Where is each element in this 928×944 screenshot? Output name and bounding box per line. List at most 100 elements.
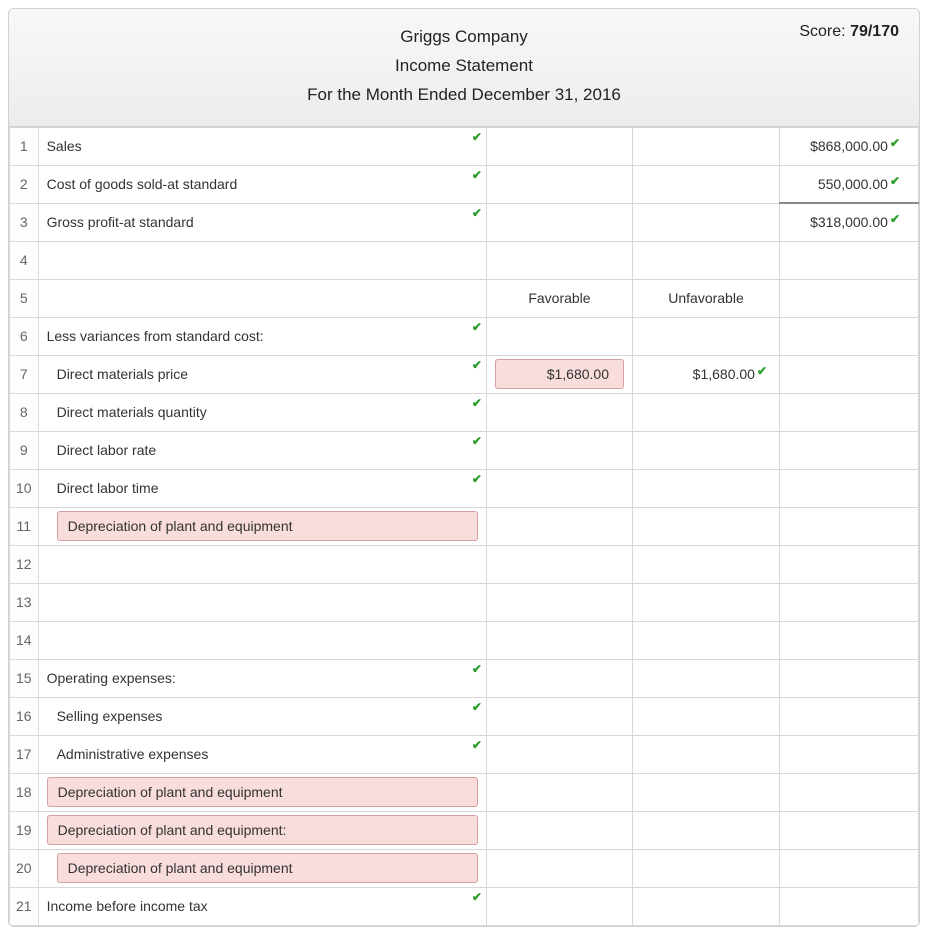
unfavorable-cell[interactable] (633, 849, 780, 887)
favorable-cell[interactable] (486, 887, 632, 925)
check-icon: ✔ (472, 700, 482, 714)
amount-cell[interactable] (780, 621, 919, 659)
favorable-cell[interactable] (486, 203, 632, 241)
row-label-cell[interactable] (38, 241, 486, 279)
amount-cell[interactable] (780, 431, 919, 469)
row-label: Administrative expenses (57, 746, 209, 762)
amount-cell[interactable] (780, 583, 919, 621)
amount-cell[interactable] (780, 279, 919, 317)
favorable-cell[interactable] (486, 773, 632, 811)
favorable-cell[interactable] (486, 241, 632, 279)
amount-cell[interactable] (780, 507, 919, 545)
unfavorable-cell[interactable] (633, 507, 780, 545)
amount-cell[interactable] (780, 659, 919, 697)
row-label-cell[interactable]: Depreciation of plant and equipment (38, 507, 486, 545)
unfavorable-cell[interactable] (633, 887, 780, 925)
favorable-cell[interactable] (486, 469, 632, 507)
favorable-cell[interactable] (486, 317, 632, 355)
row-label-cell[interactable]: Direct labor time✔ (38, 469, 486, 507)
favorable-cell[interactable] (486, 127, 632, 165)
amount-cell[interactable] (780, 697, 919, 735)
unfavorable-cell[interactable] (633, 203, 780, 241)
row-label-cell[interactable]: Direct materials quantity✔ (38, 393, 486, 431)
amount-cell[interactable]: $868,000.00✔ (780, 127, 919, 165)
amount-cell[interactable] (780, 393, 919, 431)
row-label-cell[interactable]: Selling expenses✔ (38, 697, 486, 735)
unfavorable-cell[interactable] (633, 735, 780, 773)
unfavorable-cell[interactable] (633, 545, 780, 583)
row-label: Direct materials price (57, 366, 188, 382)
row-label-cell[interactable]: Less variances from standard cost:✔ (38, 317, 486, 355)
favorable-cell[interactable] (486, 393, 632, 431)
unfavorable-cell[interactable] (633, 773, 780, 811)
unfavorable-cell[interactable] (633, 659, 780, 697)
row-label-cell[interactable] (38, 279, 486, 317)
row-label-cell[interactable]: Depreciation of plant and equipment (38, 849, 486, 887)
amount-cell[interactable] (780, 469, 919, 507)
amount-cell[interactable] (780, 887, 919, 925)
favorable-cell[interactable]: $1,680.00 (486, 355, 632, 393)
row-label-cell[interactable]: Cost of goods sold-at standard✔ (38, 165, 486, 203)
row-label-cell[interactable]: Income before income tax✔ (38, 887, 486, 925)
score-display: Score: 79/170 (799, 23, 899, 41)
amount-cell[interactable] (780, 811, 919, 849)
amount-cell[interactable] (780, 773, 919, 811)
favorable-cell[interactable] (486, 165, 632, 203)
favorable-cell[interactable] (486, 545, 632, 583)
favorable-cell[interactable] (486, 583, 632, 621)
row-label-cell[interactable]: Direct materials price✔ (38, 355, 486, 393)
company-name: Griggs Company (29, 23, 899, 52)
favorable-cell[interactable] (486, 659, 632, 697)
check-icon: ✔ (472, 472, 482, 486)
amount-cell[interactable] (780, 735, 919, 773)
favorable-cell[interactable] (486, 849, 632, 887)
row-label-cell[interactable]: Sales✔ (38, 127, 486, 165)
unfavorable-cell[interactable] (633, 127, 780, 165)
favorable-cell[interactable] (486, 811, 632, 849)
amount-cell[interactable]: $318,000.00✔ (780, 203, 919, 241)
amount-cell[interactable] (780, 355, 919, 393)
row-label-cell[interactable]: Operating expenses:✔ (38, 659, 486, 697)
row-number: 1 (10, 127, 39, 165)
unfavorable-cell[interactable] (633, 165, 780, 203)
amount-cell[interactable]: 550,000.00✔ (780, 165, 919, 203)
favorable-cell[interactable] (486, 621, 632, 659)
row-number: 18 (10, 773, 39, 811)
table-row: 4 (10, 241, 919, 279)
row-label-cell[interactable] (38, 583, 486, 621)
unfavorable-cell[interactable] (633, 241, 780, 279)
row-number: 11 (10, 507, 39, 545)
row-label-cell[interactable]: Gross profit-at standard✔ (38, 203, 486, 241)
row-label-cell[interactable] (38, 621, 486, 659)
amount-cell[interactable] (780, 545, 919, 583)
unfavorable-cell[interactable] (633, 431, 780, 469)
row-number: 6 (10, 317, 39, 355)
unfavorable-cell[interactable] (633, 583, 780, 621)
favorable-cell[interactable] (486, 507, 632, 545)
row-label: Less variances from standard cost: (47, 328, 264, 344)
row-number: 13 (10, 583, 39, 621)
row-label-cell[interactable]: Depreciation of plant and equipment: (38, 811, 486, 849)
amount-cell[interactable] (780, 241, 919, 279)
row-label-cell[interactable]: Administrative expenses✔ (38, 735, 486, 773)
amount-cell[interactable] (780, 849, 919, 887)
row-label-cell[interactable]: Depreciation of plant and equipment (38, 773, 486, 811)
income-statement-container: Score: 79/170 Griggs Company Income Stat… (8, 8, 920, 927)
check-icon: ✔ (472, 168, 482, 182)
row-label-cell[interactable]: Direct labor rate✔ (38, 431, 486, 469)
favorable-cell[interactable] (486, 431, 632, 469)
unfavorable-cell[interactable] (633, 811, 780, 849)
row-label-cell[interactable] (38, 545, 486, 583)
unfavorable-cell[interactable] (633, 697, 780, 735)
amount-cell[interactable] (780, 317, 919, 355)
unfavorable-cell[interactable] (633, 621, 780, 659)
unfavorable-cell[interactable] (633, 393, 780, 431)
unfavorable-cell[interactable]: $1,680.00✔ (633, 355, 780, 393)
unfavorable-cell[interactable] (633, 317, 780, 355)
check-icon: ✔ (890, 212, 900, 226)
row-label: Direct materials quantity (57, 404, 207, 420)
unfavorable-cell[interactable] (633, 469, 780, 507)
row-number: 17 (10, 735, 39, 773)
favorable-cell[interactable] (486, 735, 632, 773)
favorable-cell[interactable] (486, 697, 632, 735)
